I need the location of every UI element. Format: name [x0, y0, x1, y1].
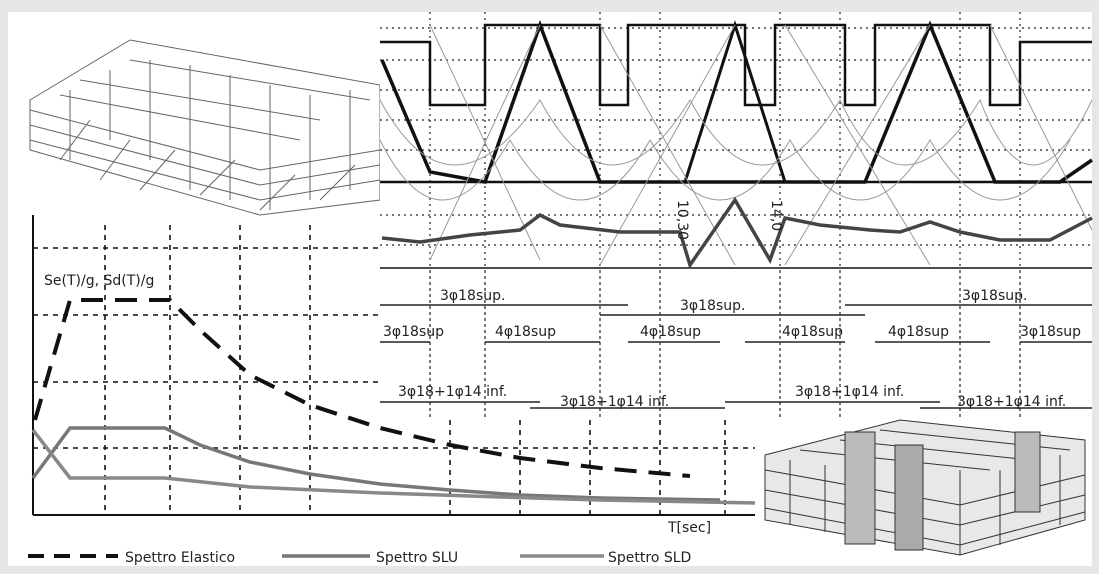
rebar-label: 3φ18sup.: [440, 288, 505, 304]
rebar-label: 3φ18sup.: [962, 288, 1027, 304]
figure: Se(T)/g, Sd(T)/g T[sec] Spettro Elastico…: [0, 0, 1099, 574]
beam-diagram: 10,30 14,0: [380, 12, 1092, 270]
rebar-label: 3φ18+1φ14 inf.: [957, 394, 1066, 410]
rebar-label: 4φ18sup: [888, 324, 949, 340]
section-label: 10,30: [674, 200, 690, 240]
rebar-label: 4φ18sup: [782, 324, 843, 340]
rebar-label: 3φ18+1φ14 inf.: [560, 394, 669, 410]
rebar-label: 4φ18sup: [495, 324, 556, 340]
legend-label: Spettro SLU: [376, 550, 458, 566]
legend-label: Spettro SLD: [608, 550, 691, 566]
section-label: 14,0: [768, 200, 784, 231]
rebar-label: 3φ18sup: [383, 324, 444, 340]
rebar-label: 3φ18+1φ14 inf.: [795, 384, 904, 400]
x-axis-title: T[sec]: [667, 520, 711, 536]
rebar-label: 4φ18sup: [640, 324, 701, 340]
y-axis-title: Se(T)/g, Sd(T)/g: [44, 273, 154, 289]
legend-label: Spettro Elastico: [125, 550, 235, 566]
rebar-label: 3φ18sup: [1020, 324, 1081, 340]
rebar-label: 3φ18+1φ14 inf.: [398, 384, 507, 400]
rebar-label: 3φ18sup.: [680, 298, 745, 314]
solid-model: [755, 418, 1092, 566]
